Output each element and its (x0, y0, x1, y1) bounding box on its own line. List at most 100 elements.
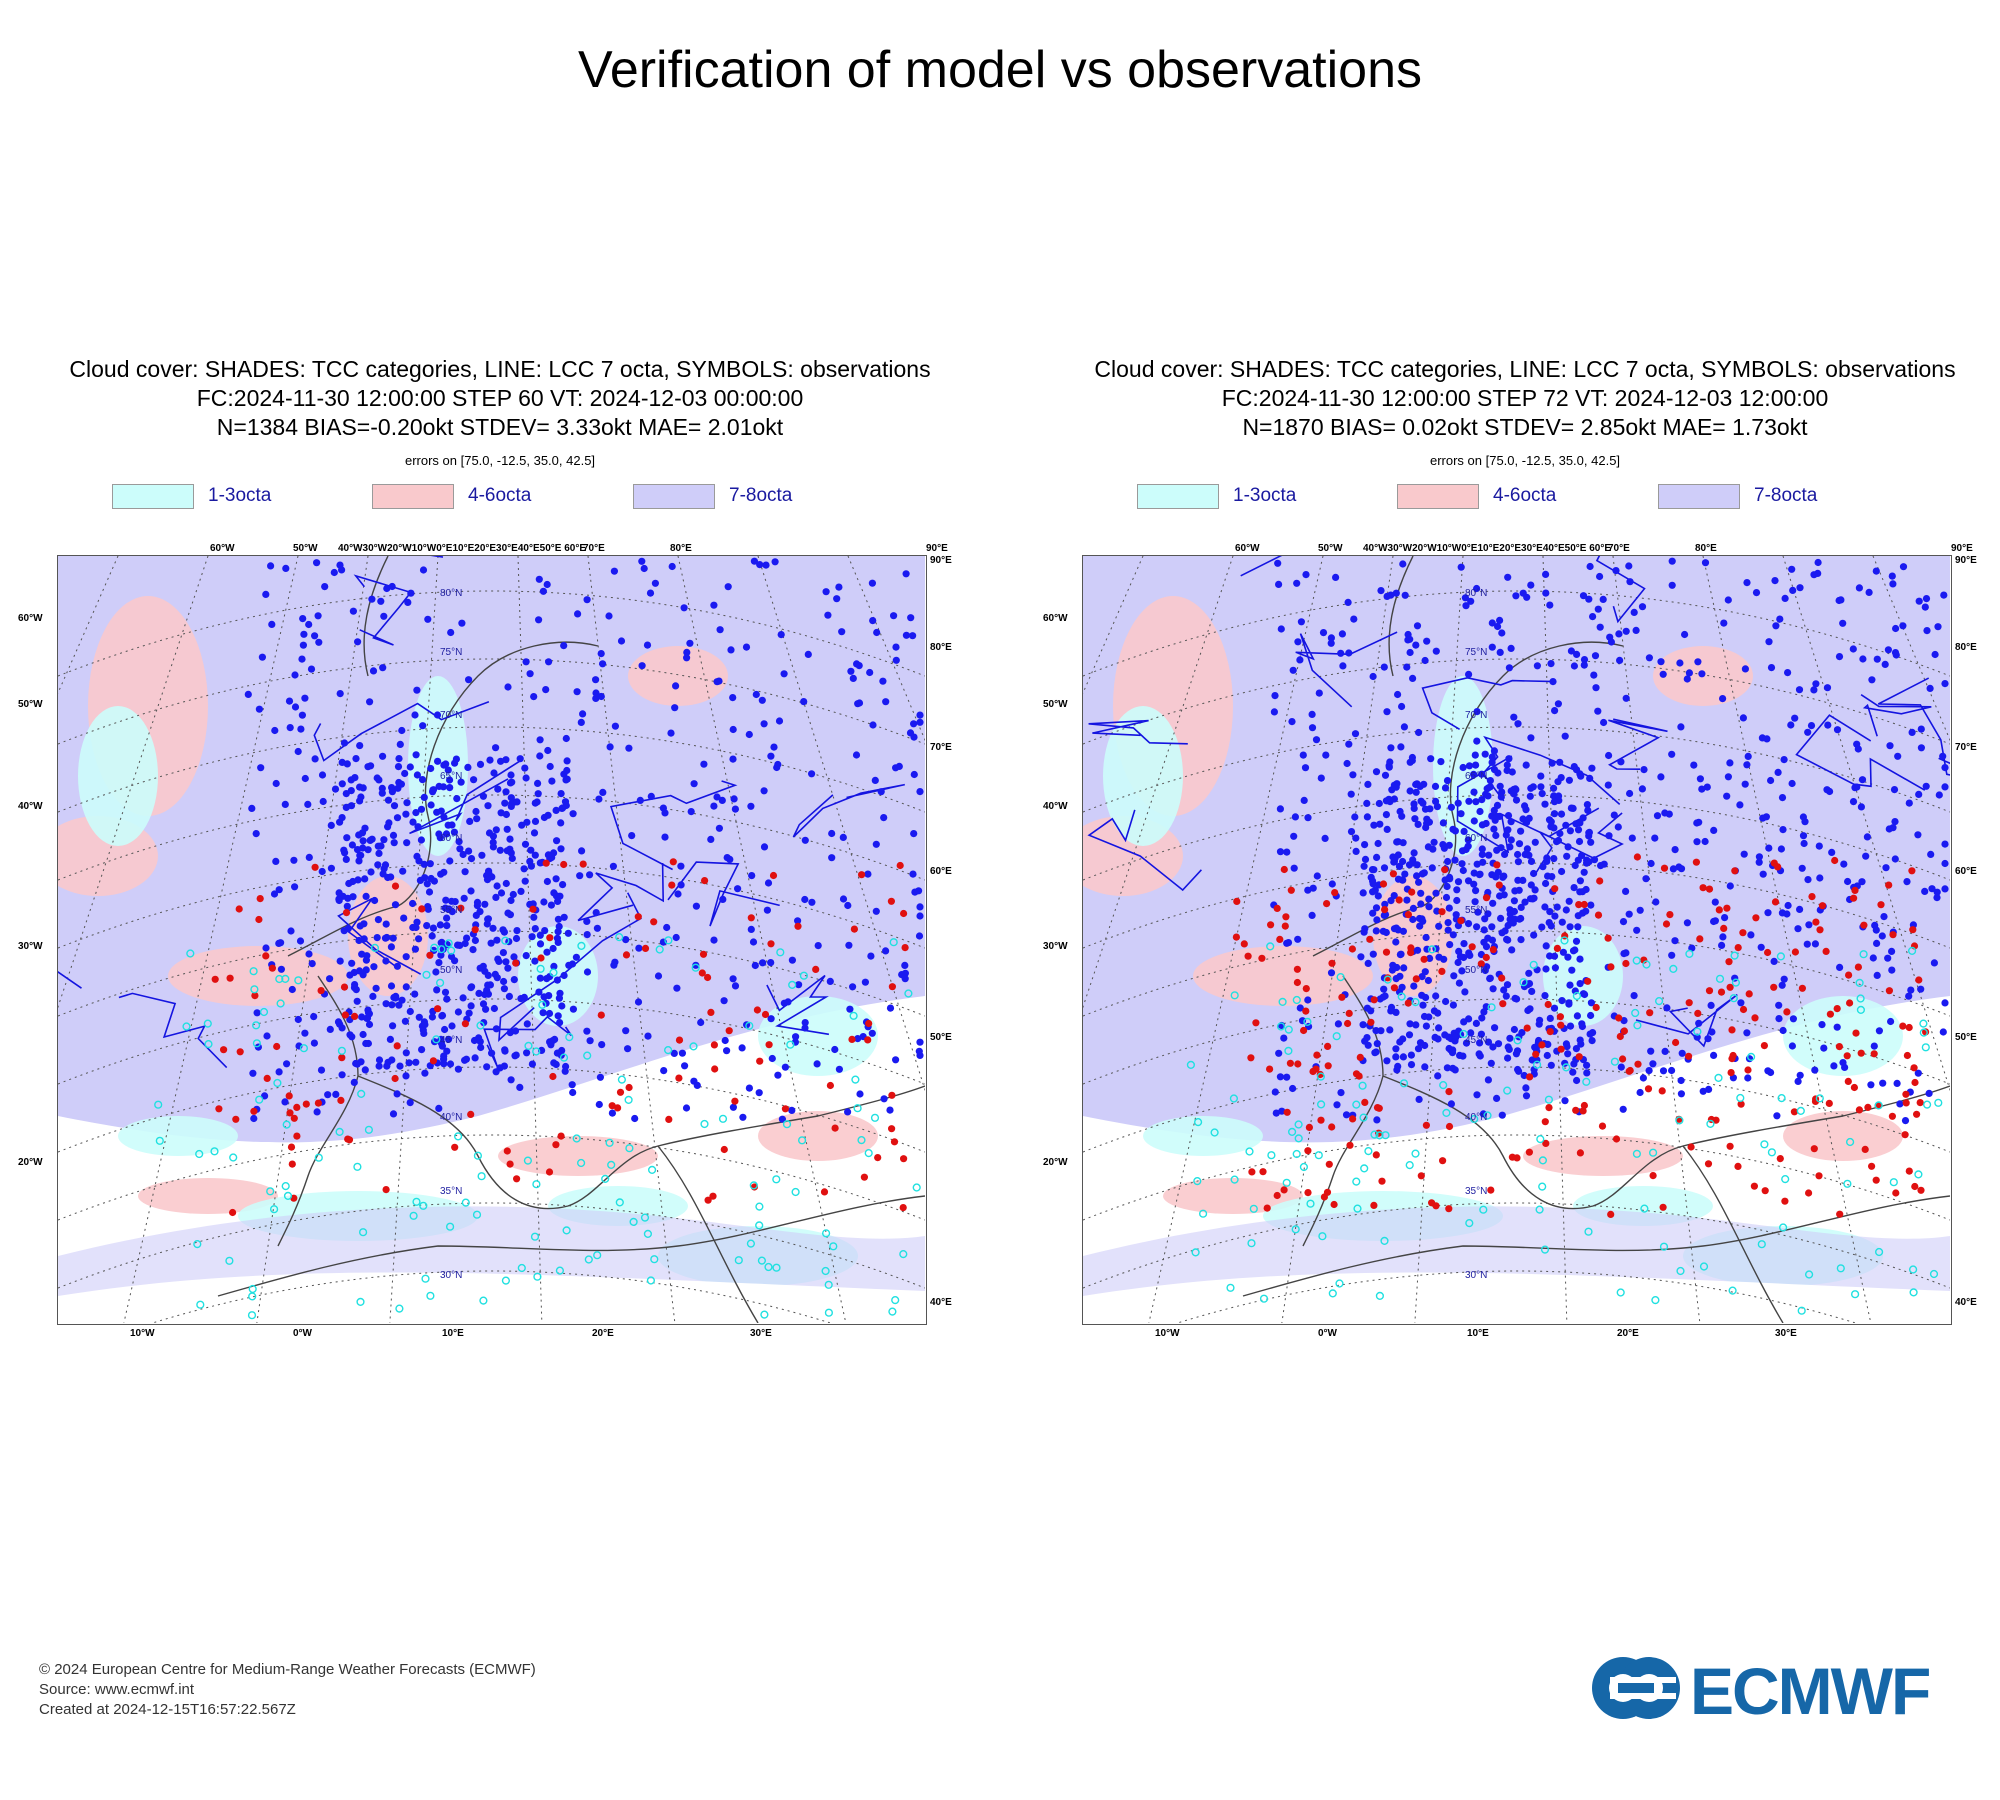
panel-error-area: errors on [75.0, -12.5, 35.0, 42.5] (1429, 453, 1621, 468)
lat-label: 65°N (1465, 771, 1488, 782)
cloud-shades (1083, 556, 1950, 1323)
map-canvas (1083, 556, 1950, 1323)
graticule (58, 556, 925, 1323)
left-label: 40°W (1043, 801, 1068, 812)
left-label: 30°W (1043, 941, 1068, 952)
right-label: 80°E (1955, 642, 1977, 653)
lat-label: 50°N (1465, 965, 1488, 976)
bottom-label: 20°E (1617, 1328, 1639, 1339)
ecmwf-logo-text: ECMWF (1690, 1654, 1931, 1728)
right-label: 70°E (1955, 742, 1977, 753)
observation-symbols (154, 557, 924, 1320)
lat-label: 45°N (1465, 1035, 1488, 1046)
legend-label: 4-6octa (468, 485, 532, 506)
left-label: 60°W (1043, 613, 1068, 624)
lat-label: 60°N (1465, 833, 1488, 844)
bottom-label: 30°E (750, 1328, 772, 1339)
map-canvas (58, 556, 925, 1323)
legend: 1-3octa 4-6octa 7-8octa (0, 482, 1000, 512)
lat-label: 80°N (440, 588, 463, 599)
panel-stats-line: N=1384 BIAS=-0.20okt STDEV= 3.33okt MAE=… (216, 414, 784, 440)
left-label: 30°W (18, 941, 43, 952)
top-label: 60°W (1235, 543, 1260, 554)
observation-symbols (1186, 557, 1949, 1315)
lat-label: 55°N (1465, 905, 1488, 916)
page-title: Verification of model vs observations (578, 41, 1422, 99)
legend-label: 1-3octa (1233, 485, 1297, 506)
panel-title-line1: Cloud cover: SHADES: TCC categories, LIN… (1094, 356, 1956, 382)
top-label: 80°E (1695, 543, 1717, 554)
right-label: 50°E (930, 1032, 952, 1043)
source-text: Source: www.ecmwf.int (39, 1681, 195, 1698)
legend-swatch (1137, 484, 1219, 509)
bottom-label: 20°E (592, 1328, 614, 1339)
top-label: 40°W30°W20°W10°W0°E10°E20°E30°E40°E50°E … (338, 543, 587, 554)
right-label: 70°E (930, 742, 952, 753)
left-label: 20°W (1043, 1157, 1068, 1168)
lat-label: 40°N (1465, 1112, 1488, 1123)
left-label: 20°W (18, 1157, 43, 1168)
coastline (217, 556, 925, 1323)
lat-label: 30°N (440, 1270, 463, 1281)
legend-label: 7-8octa (1754, 485, 1818, 506)
top-label: 60°W (210, 543, 235, 554)
bottom-label: 10°W (1155, 1328, 1180, 1339)
lat-label: 70°N (440, 710, 463, 721)
left-label: 60°W (18, 613, 43, 624)
legend: 1-3octa 4-6octa 7-8octa (1025, 482, 2000, 512)
copyright-text: © 2024 European Centre for Medium-Range … (39, 1661, 536, 1678)
panel-title-line2: FC:2024-11-30 12:00:00 STEP 72 VT: 2024-… (1221, 385, 1829, 411)
lat-label: 50°N (440, 965, 463, 976)
legend-swatch (1658, 484, 1740, 509)
lat-label: 55°N (440, 905, 463, 916)
bottom-label: 0°W (293, 1328, 312, 1339)
bottom-label: 10°E (442, 1328, 464, 1339)
cloud-cover-map (57, 555, 927, 1325)
right-label: 40°E (1955, 1297, 1977, 1308)
top-label: 40°W30°W20°W10°W0°E10°E20°E30°E40°E50°E … (1363, 543, 1612, 554)
lat-label: 35°N (1465, 1186, 1488, 1197)
lat-label: 45°N (440, 1035, 463, 1046)
cloud-cover-map (1082, 555, 1952, 1325)
lat-label: 75°N (1465, 647, 1488, 658)
lat-label: 80°N (1465, 588, 1488, 599)
bottom-label: 10°W (130, 1328, 155, 1339)
top-label: 70°E (1608, 543, 1630, 554)
forecast-panel-step72: Cloud cover: SHADES: TCC categories, LIN… (1025, 355, 2000, 1365)
panel-stats-line: N=1870 BIAS= 0.02okt STDEV= 2.85okt MAE=… (1242, 414, 1808, 440)
right-label: 80°E (930, 642, 952, 653)
copyright-footer: © 2024 European Centre for Medium-Range … (39, 1660, 536, 1720)
legend-swatch (372, 484, 454, 509)
lat-label: 40°N (440, 1112, 463, 1123)
right-label: 60°E (1955, 866, 1977, 877)
left-label: 50°W (18, 699, 43, 710)
legend-label: 7-8octa (729, 485, 793, 506)
top-label: 50°W (1318, 543, 1343, 554)
lat-label: 75°N (440, 647, 463, 658)
lat-label: 70°N (1465, 710, 1488, 721)
lat-label: 65°N (440, 771, 463, 782)
left-label: 40°W (18, 801, 43, 812)
legend-swatch (1397, 484, 1479, 509)
bottom-label: 10°E (1467, 1328, 1489, 1339)
created-timestamp: Created at 2024-12-15T16:57:22.567Z (39, 1701, 296, 1718)
lat-label: 60°N (440, 833, 463, 844)
legend-label: 4-6octa (1493, 485, 1557, 506)
right-label: 60°E (930, 866, 952, 877)
ecmwf-logo: ECMWF (1590, 1654, 1970, 1728)
top-label: 50°W (293, 543, 318, 554)
left-label: 50°W (1043, 699, 1068, 710)
panel-error-area: errors on [75.0, -12.5, 35.0, 42.5] (404, 453, 596, 468)
legend-swatch (633, 484, 715, 509)
top-label: 80°E (670, 543, 692, 554)
top-label: 70°E (583, 543, 605, 554)
bottom-label: 0°W (1318, 1328, 1337, 1339)
panel-title-line1: Cloud cover: SHADES: TCC categories, LIN… (69, 356, 931, 382)
top-label: 90°E (1951, 543, 1973, 554)
lat-label: 30°N (1465, 1270, 1488, 1281)
right-label: 40°E (930, 1297, 952, 1308)
right-label: 90°E (1955, 555, 1977, 566)
right-label: 90°E (930, 555, 952, 566)
ecmwf-logo-icon (1592, 1657, 1680, 1719)
bottom-label: 30°E (1775, 1328, 1797, 1339)
